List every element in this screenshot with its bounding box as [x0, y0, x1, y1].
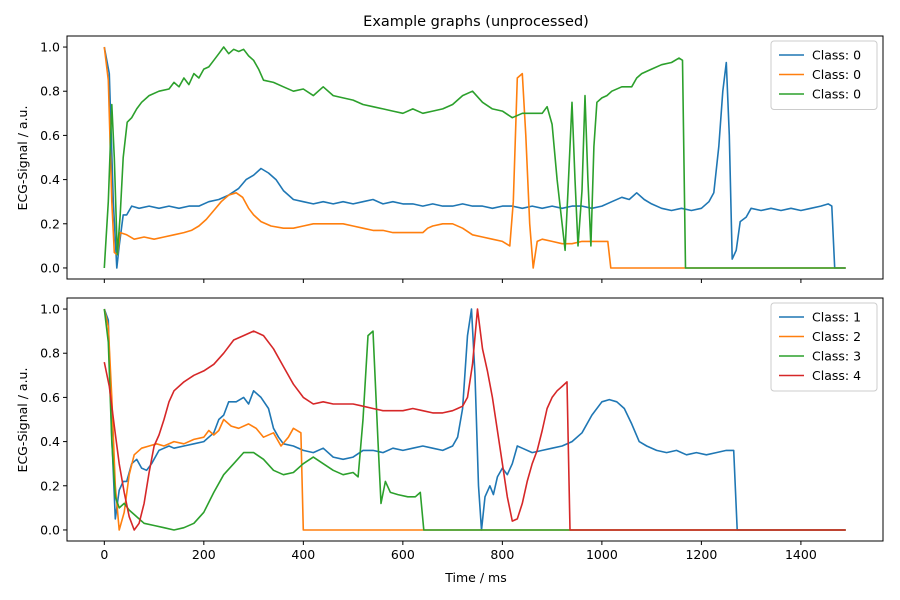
bottom-series-line-1 [103, 308, 846, 531]
top-legend-entry: Class: 0 [812, 67, 861, 82]
top-y-axis-label: ECG-Signal / a.u. [15, 106, 30, 211]
bottom-x-tick-label: 600 [391, 547, 415, 562]
bottom-lines [103, 308, 846, 531]
x-axis-label: Time / ms [444, 570, 506, 585]
bottom-series-line-4 [103, 308, 846, 531]
top-legend-entry: Class: 0 [812, 48, 861, 63]
top-legend-box [770, 40, 878, 110]
top-y-tick-label: 0.6 [40, 128, 60, 143]
top-y-tick-label: 0.0 [40, 260, 60, 275]
top-y-tick-label: 1.0 [40, 40, 60, 55]
bottom-x-tick-label: 200 [192, 547, 216, 562]
top-series-line-1 [103, 46, 846, 269]
top-chart: Example graphs (unprocessed) ECG-Signal … [15, 14, 884, 283]
bottom-legend-entry: Class: 1 [812, 310, 861, 325]
top-legend-entry: Class: 0 [812, 87, 861, 102]
bottom-y-tick-label: 1.0 [40, 302, 60, 317]
bottom-ticks: 0 200 400 600 800 1000 1200 1400 0.0 0.2 0.4 0.6 0.8… [40, 302, 817, 562]
bottom-y-axis-label: ECG-Signal / a.u. [15, 368, 30, 473]
bottom-legend-box [770, 302, 878, 392]
bottom-legend: Class: 1 Class: 2 Class: 3 Class: 4 [770, 302, 878, 392]
bottom-x-tick-label: 1200 [685, 547, 717, 562]
top-legend: Class: 0 Class: 0 Class: 0 [770, 40, 878, 110]
bottom-legend-entry: Class: 2 [812, 329, 861, 344]
bottom-chart: ECG-Signal / a.u. Time / ms 0 200 400 600 80… [15, 297, 884, 585]
bottom-y-tick-label: 0.6 [40, 390, 60, 405]
bottom-y-tick-label: 0.0 [40, 522, 60, 537]
top-y-tick-label: 0.4 [40, 172, 60, 187]
top-series-line-2 [103, 46, 846, 269]
bottom-x-tick-label: 1000 [586, 547, 618, 562]
bottom-x-tick-label: 0 [100, 547, 108, 562]
bottom-plot-frame [66, 297, 884, 542]
bottom-x-tick-label: 1400 [785, 547, 817, 562]
bottom-legend-entry: Class: 3 [812, 349, 861, 364]
top-lines [103, 46, 846, 269]
top-series-line-3 [103, 46, 846, 269]
bottom-y-tick-label: 0.2 [40, 478, 60, 493]
chart-title: Example graphs (unprocessed) [363, 14, 589, 30]
top-ticks: 0.0 0.2 0.4 0.6 0.8 1.0 [40, 40, 802, 283]
bottom-y-tick-label: 0.4 [40, 434, 60, 449]
bottom-x-tick-label: 400 [291, 547, 315, 562]
bottom-x-tick-label: 800 [490, 547, 514, 562]
top-y-tick-label: 0.8 [40, 84, 60, 99]
bottom-y-tick-label: 0.8 [40, 346, 60, 361]
top-y-tick-label: 0.2 [40, 216, 60, 231]
top-plot-frame [66, 35, 884, 280]
bottom-legend-entry: Class: 4 [812, 368, 861, 383]
bottom-series-line-3 [103, 308, 846, 531]
